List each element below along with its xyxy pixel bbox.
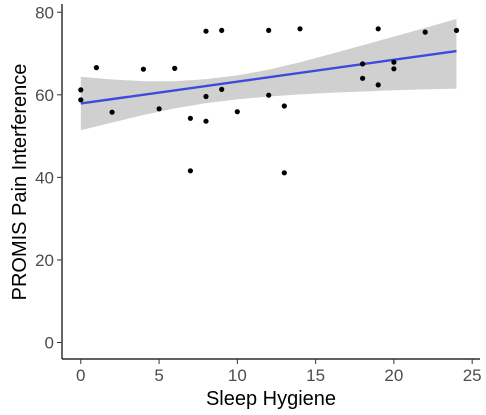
data-point <box>172 65 178 71</box>
data-point <box>391 66 397 72</box>
data-points-layer <box>78 26 460 176</box>
data-point <box>78 97 84 103</box>
data-point <box>219 27 225 33</box>
x-tick-label: 15 <box>306 366 325 385</box>
data-point <box>297 26 303 32</box>
y-tick-label: 80 <box>35 3 54 22</box>
x-tick-label: 10 <box>228 366 247 385</box>
data-point <box>93 65 99 71</box>
y-tick-label: 20 <box>35 251 54 270</box>
data-point <box>203 28 209 34</box>
data-point <box>266 27 272 33</box>
confidence-band <box>80 18 457 131</box>
data-point <box>375 82 381 88</box>
data-point <box>266 92 272 98</box>
data-point <box>453 27 460 33</box>
data-point <box>187 168 193 174</box>
data-point <box>156 106 162 112</box>
x-tick-label: 25 <box>463 366 482 385</box>
data-point <box>140 66 146 72</box>
x-axis-title: Sleep Hygiene <box>206 388 336 410</box>
x-tick-label: 0 <box>76 366 85 385</box>
data-point <box>203 93 209 100</box>
data-point <box>360 75 366 81</box>
y-tick-label: 40 <box>35 168 54 187</box>
data-point <box>203 118 209 124</box>
data-point <box>187 115 193 121</box>
data-point <box>360 61 366 67</box>
data-point <box>234 109 240 115</box>
data-point <box>219 86 225 92</box>
data-point <box>109 109 115 115</box>
y-ticks: 0 20 40 60 80 <box>35 3 62 352</box>
data-point <box>391 59 397 65</box>
y-axis-title: PROMIS Pain Interference <box>9 64 31 301</box>
data-point <box>78 87 84 93</box>
data-point <box>281 103 287 109</box>
data-point <box>422 29 428 35</box>
x-ticks: 0 5 10 15 20 25 <box>76 359 482 385</box>
confidence-band-layer <box>80 18 457 131</box>
data-point <box>375 26 381 32</box>
y-tick-label: 60 <box>35 86 54 105</box>
y-tick-label: 0 <box>45 333 54 352</box>
data-point <box>281 170 287 176</box>
x-tick-label: 20 <box>384 366 403 385</box>
x-tick-label: 5 <box>154 366 163 385</box>
